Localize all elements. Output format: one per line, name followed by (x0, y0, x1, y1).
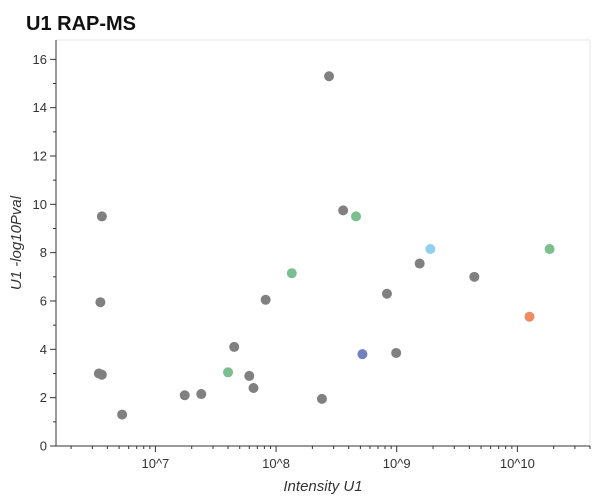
data-point (248, 383, 259, 393)
data-point (469, 271, 480, 282)
data-point (117, 409, 128, 420)
x-tick-label: 10^8 (262, 456, 290, 471)
y-axis-label: U1 -log10Pval (8, 195, 25, 290)
y-tick-label: 12 (33, 149, 47, 164)
data-point (179, 390, 190, 401)
x-tick-label: 10^10 (500, 456, 535, 471)
y-tick-label: 10 (33, 197, 47, 212)
data-point (244, 370, 255, 381)
data-point (381, 288, 392, 299)
data-point (414, 258, 425, 269)
data-point (391, 347, 402, 358)
data-point (96, 369, 107, 380)
data-point (351, 211, 362, 222)
data-point (223, 367, 234, 378)
x-axis: 10^7 10^8 10^9 10^10 (56, 445, 591, 471)
x-tick-label: 10^9 (383, 456, 411, 471)
y-tick-label: 14 (33, 100, 47, 115)
plot-area (55, 39, 591, 447)
data-point (338, 205, 349, 216)
y-tick-label: 0 (40, 439, 47, 454)
data-point (524, 311, 535, 322)
data-point (260, 294, 271, 305)
data-point (96, 211, 107, 222)
data-point (286, 268, 297, 279)
data-point (425, 244, 436, 255)
x-tick-label: 10^7 (142, 456, 170, 471)
data-point (95, 297, 106, 308)
data-point (196, 389, 207, 400)
data-point (324, 71, 335, 82)
data-point (544, 244, 555, 255)
chart-title: U1 RAP-MS (26, 13, 136, 35)
data-point (316, 393, 327, 404)
x-axis-label: Intensity U1 (283, 478, 362, 495)
data-point (229, 341, 240, 352)
y-tick-label: 8 (40, 245, 47, 260)
data-points (93, 71, 555, 420)
y-tick-label: 4 (40, 342, 47, 357)
y-tick-label: 16 (33, 52, 47, 67)
data-point (357, 349, 368, 360)
y-tick-label: 2 (40, 390, 47, 405)
y-tick-label: 6 (40, 294, 47, 309)
y-axis: 0 2 4 6 8 10 12 14 16 (33, 40, 57, 454)
